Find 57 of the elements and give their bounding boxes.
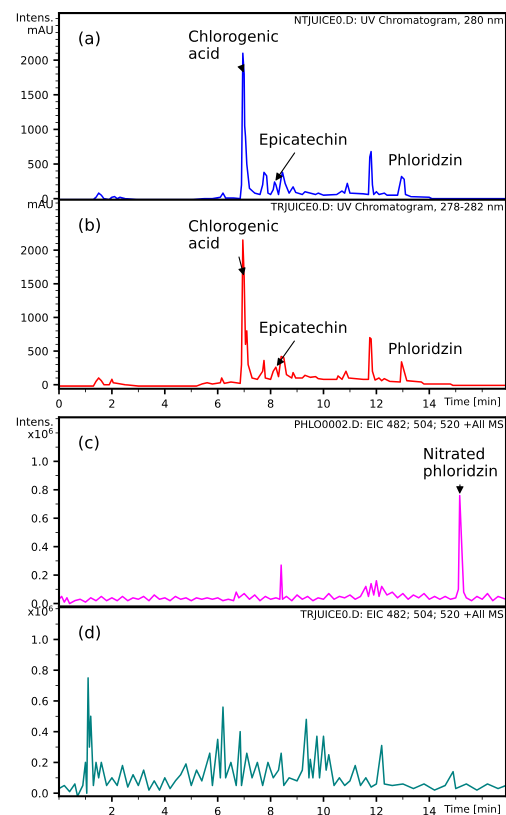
y-tick-label: 1500: [22, 280, 48, 288]
y-tick-label: 2000: [21, 246, 48, 255]
annotation: (a): [79, 31, 100, 46]
annotation: (b): [79, 218, 100, 233]
x-tick-label: 0: [56, 399, 62, 408]
x-tick-label: 10: [318, 806, 330, 815]
y-tick-label: 2000: [21, 56, 48, 65]
y-axis-title: Intens. mAU: [16, 13, 53, 34]
x-tick-label: 4: [162, 807, 168, 815]
y-tick-label: 0.6: [32, 514, 48, 523]
y-tick-label: 0.4: [32, 728, 48, 736]
x-tick-label: 14: [423, 807, 436, 815]
y-tick-label: 0.6: [32, 696, 48, 706]
y-tick-label: 0.2: [32, 758, 48, 767]
x-tick-label: 10: [318, 399, 330, 408]
chart-title: TRJUICE0.D: EIC 482; 504; 520 +All MS: [300, 610, 504, 620]
y-axis-title: Intens. x10$^{6}$: [16, 418, 53, 438]
y-tick-label: 1.0: [32, 635, 48, 644]
x-tick-label: 6: [214, 806, 221, 815]
x-tick-label: 2: [109, 806, 114, 815]
line-series: [59, 494, 506, 604]
y-tick-label: 0.2: [32, 571, 48, 580]
y-axis-title: x10$^{6}$: [28, 606, 53, 616]
x-tick-label: 4: [162, 400, 168, 408]
annotation: Chlorogenic acid: [189, 220, 278, 249]
annotation: Phloridzin: [389, 154, 462, 166]
annotation: (d): [79, 626, 100, 640]
x-tick-label: 12: [370, 806, 382, 815]
x-axis-title: Time [min]: [444, 804, 500, 814]
y-tick-label: 0.0: [32, 789, 48, 798]
y-tick-label: 500: [28, 160, 48, 168]
annotation: (c): [79, 436, 99, 451]
y-tick-label: 0: [42, 380, 48, 390]
chart-title: TRJUICE0.D: UV Chromatogram, 278-282 nm: [270, 202, 503, 213]
annotation: Epicatechin: [260, 321, 346, 336]
x-tick-label: 14: [423, 400, 436, 408]
y-tick-label: 500: [28, 347, 48, 356]
x-axis-title: Time [min]: [444, 397, 500, 407]
y-tick-label: 0.8: [32, 486, 48, 494]
y-tick-label: 1000: [22, 125, 48, 134]
y-tick-label: 1000: [22, 313, 48, 322]
x-tick-label: 12: [370, 399, 382, 408]
y-tick-label: 0.0: [32, 599, 48, 608]
y-tick-label: 1500: [22, 90, 48, 100]
x-tick-label: 6: [214, 399, 221, 408]
annotation: Nitrated phloridzin: [424, 448, 497, 480]
x-tick-label: 8: [268, 806, 274, 815]
x-tick-label: 8: [268, 399, 274, 408]
chart-title: NTJUICE0.D: UV Chromatogram, 280 nm: [294, 16, 503, 26]
annotation: Epicatechin: [260, 133, 346, 148]
annotation: Chlorogenic acid: [189, 30, 278, 59]
x-tick-label: 2: [109, 399, 114, 408]
y-tick-label: 0.8: [32, 666, 48, 675]
chart-title: PHLO0002.D: EIC 482; 504; 520 +All MS: [294, 420, 504, 430]
annotation: Phloridzin: [389, 342, 462, 354]
y-tick-label: 1.0: [32, 457, 48, 466]
y-tick-label: 0.4: [32, 542, 48, 552]
